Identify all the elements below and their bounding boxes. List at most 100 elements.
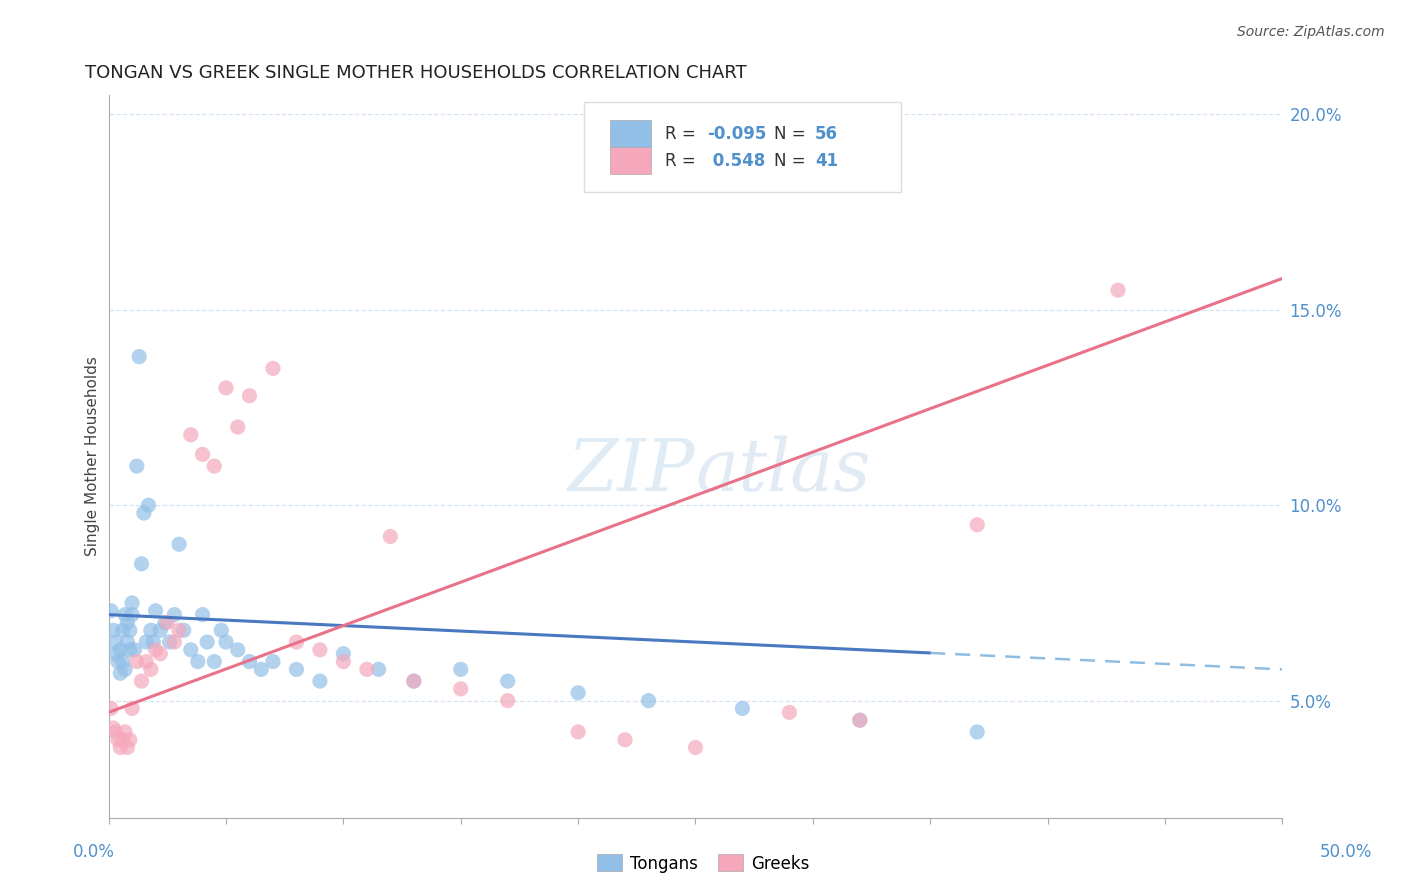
Point: [104, 647, 127, 661]
Point: [226, 420, 249, 434]
Point: [110, 666, 132, 681]
Point: [103, 624, 125, 638]
Point: [250, 662, 273, 676]
Point: [1107, 283, 1129, 297]
Point: [131, 674, 153, 689]
Point: [110, 643, 132, 657]
Point: [167, 537, 190, 551]
FancyBboxPatch shape: [583, 102, 901, 193]
Point: [117, 635, 139, 649]
Point: [849, 713, 872, 727]
Point: [131, 557, 153, 571]
Point: [121, 596, 143, 610]
Point: [156, 615, 179, 630]
Text: R =: R =: [665, 125, 702, 143]
Point: [238, 389, 260, 403]
Point: [145, 643, 167, 657]
Point: [309, 643, 332, 657]
FancyBboxPatch shape: [610, 120, 651, 147]
Point: [114, 662, 136, 676]
Text: N =: N =: [775, 125, 811, 143]
Point: [125, 459, 148, 474]
Point: [138, 498, 160, 512]
Point: [215, 635, 238, 649]
Point: [149, 624, 172, 638]
Point: [966, 725, 988, 739]
Point: [100, 701, 122, 715]
Point: [195, 635, 218, 649]
Point: [118, 643, 141, 657]
Point: [153, 615, 176, 630]
Text: ZIP: ZIP: [568, 435, 696, 506]
Point: [238, 655, 260, 669]
FancyBboxPatch shape: [610, 147, 651, 174]
Text: 50.0%: 50.0%: [1319, 843, 1372, 861]
Point: [117, 615, 139, 630]
Point: [107, 732, 129, 747]
Point: [402, 674, 425, 689]
Point: [450, 662, 472, 676]
Point: [111, 732, 134, 747]
Point: [167, 624, 190, 638]
Text: atlas: atlas: [696, 435, 870, 506]
Point: [191, 447, 214, 461]
Point: [180, 427, 202, 442]
Point: [114, 607, 136, 622]
Point: [778, 706, 800, 720]
Point: [367, 662, 389, 676]
Point: [202, 459, 225, 474]
Point: [114, 725, 136, 739]
Point: [309, 674, 332, 689]
Legend: Tongans, Greeks: Tongans, Greeks: [591, 847, 815, 880]
Text: 41: 41: [815, 152, 838, 169]
Text: Source: ZipAtlas.com: Source: ZipAtlas.com: [1237, 25, 1385, 39]
Point: [142, 635, 165, 649]
Point: [567, 686, 589, 700]
Point: [332, 647, 354, 661]
Point: [110, 740, 132, 755]
Point: [104, 725, 127, 739]
Point: [100, 604, 122, 618]
Text: TONGAN VS GREEK SINGLE MOTHER HOUSEHOLDS CORRELATION CHART: TONGAN VS GREEK SINGLE MOTHER HOUSEHOLDS…: [86, 64, 747, 82]
Text: 0.0%: 0.0%: [73, 843, 115, 861]
Point: [145, 604, 167, 618]
Point: [202, 655, 225, 669]
Point: [125, 655, 148, 669]
Point: [637, 693, 659, 707]
Point: [567, 725, 589, 739]
Point: [132, 506, 155, 520]
Point: [128, 350, 150, 364]
Point: [103, 721, 125, 735]
Point: [104, 635, 127, 649]
Point: [118, 624, 141, 638]
Point: [849, 713, 872, 727]
Point: [121, 701, 143, 715]
Point: [731, 701, 754, 715]
Point: [402, 674, 425, 689]
Point: [226, 643, 249, 657]
Y-axis label: Single Mother Households: Single Mother Households: [86, 357, 100, 557]
Text: N =: N =: [775, 152, 811, 169]
Point: [135, 635, 157, 649]
Point: [215, 381, 238, 395]
Point: [111, 655, 134, 669]
Point: [173, 624, 195, 638]
Point: [262, 361, 284, 376]
Point: [159, 635, 181, 649]
Text: -0.095: -0.095: [707, 125, 766, 143]
Point: [163, 635, 186, 649]
Point: [332, 655, 354, 669]
Point: [149, 647, 172, 661]
Point: [163, 607, 186, 622]
Point: [285, 635, 308, 649]
Point: [685, 740, 707, 755]
Text: 0.548: 0.548: [707, 152, 765, 169]
Point: [118, 732, 141, 747]
Point: [139, 624, 162, 638]
Point: [139, 662, 162, 676]
Point: [209, 624, 232, 638]
Point: [285, 662, 308, 676]
Point: [121, 607, 143, 622]
Point: [117, 740, 139, 755]
Point: [380, 529, 402, 543]
